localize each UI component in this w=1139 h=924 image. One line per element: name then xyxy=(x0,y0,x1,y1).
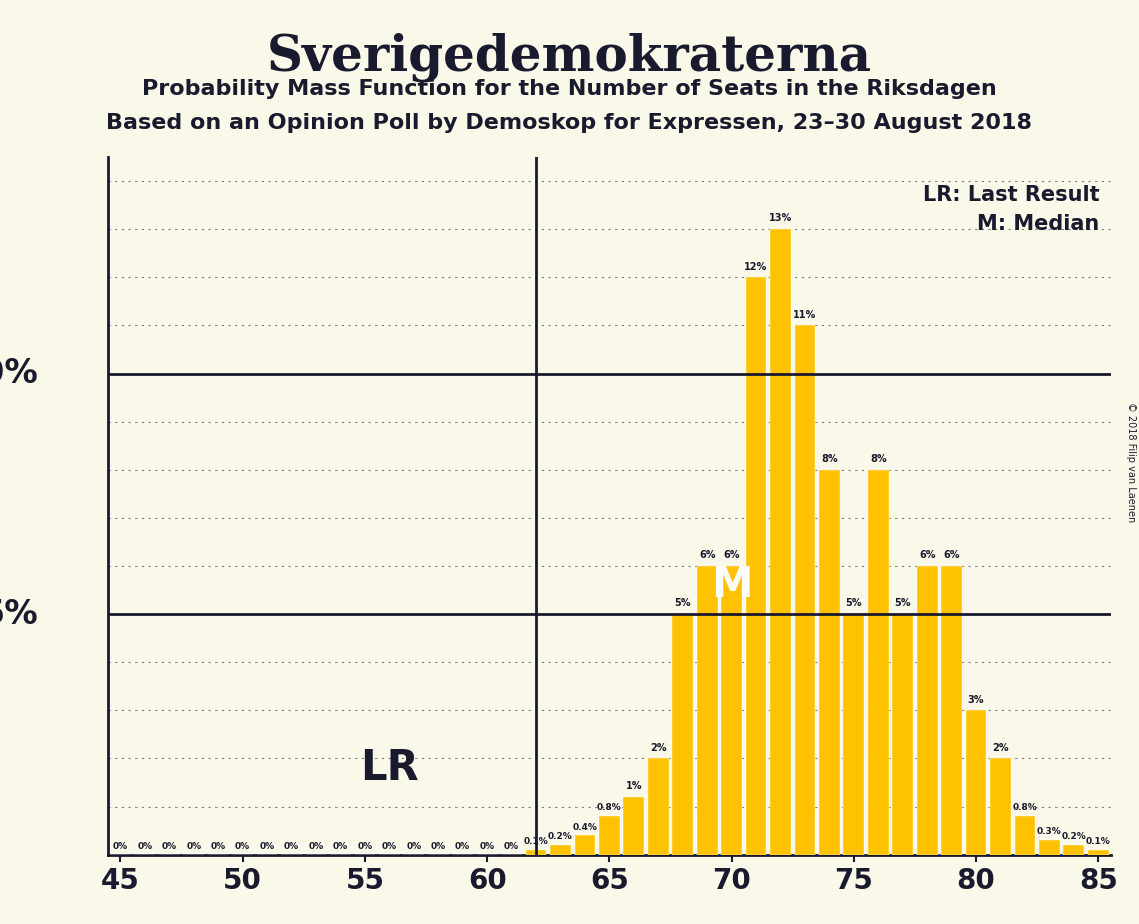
Text: 0%: 0% xyxy=(382,842,396,851)
Text: Based on an Opinion Poll by Demoskop for Expressen, 23–30 August 2018: Based on an Opinion Poll by Demoskop for… xyxy=(107,113,1032,133)
Text: LR: LR xyxy=(360,748,419,789)
Text: M: M xyxy=(711,565,753,606)
Text: 0.8%: 0.8% xyxy=(1013,803,1038,812)
Bar xyxy=(1015,816,1035,855)
Bar xyxy=(941,566,962,855)
Bar xyxy=(623,797,645,855)
Text: Probability Mass Function for the Number of Seats in the Riksdagen: Probability Mass Function for the Number… xyxy=(142,79,997,99)
Bar xyxy=(770,229,790,855)
Bar xyxy=(697,566,718,855)
Bar xyxy=(550,845,571,855)
Text: 0.2%: 0.2% xyxy=(1062,833,1087,841)
Text: 0%: 0% xyxy=(505,842,519,851)
Text: 0.3%: 0.3% xyxy=(1036,827,1062,836)
Text: 12%: 12% xyxy=(745,261,768,272)
Text: 6%: 6% xyxy=(943,551,960,560)
Text: 13%: 13% xyxy=(769,213,792,224)
Text: 10%: 10% xyxy=(0,357,38,390)
Bar xyxy=(672,614,694,855)
Text: 0%: 0% xyxy=(113,842,128,851)
Text: 3%: 3% xyxy=(968,695,984,705)
Text: 0%: 0% xyxy=(407,842,421,851)
Bar xyxy=(1064,845,1084,855)
Text: 0%: 0% xyxy=(162,842,177,851)
Text: 0.2%: 0.2% xyxy=(548,833,573,841)
Text: 0%: 0% xyxy=(333,842,349,851)
Bar xyxy=(917,566,937,855)
Bar xyxy=(892,614,913,855)
Bar xyxy=(574,835,596,855)
Text: 6%: 6% xyxy=(699,551,715,560)
Text: 6%: 6% xyxy=(723,551,740,560)
Text: 0%: 0% xyxy=(358,842,372,851)
Text: 8%: 8% xyxy=(821,454,837,464)
Bar xyxy=(648,759,669,855)
Bar xyxy=(795,325,816,855)
Bar xyxy=(599,816,620,855)
Text: 1%: 1% xyxy=(625,781,642,791)
Text: 2%: 2% xyxy=(650,743,666,753)
Text: 5%: 5% xyxy=(845,599,862,608)
Text: 0%: 0% xyxy=(186,842,202,851)
Text: 0%: 0% xyxy=(480,842,494,851)
Bar xyxy=(844,614,865,855)
Text: 0%: 0% xyxy=(431,842,445,851)
Text: 0.1%: 0.1% xyxy=(524,837,548,846)
Bar xyxy=(1088,850,1108,855)
Text: 2%: 2% xyxy=(992,743,1009,753)
Text: 0%: 0% xyxy=(138,842,153,851)
Text: 5%: 5% xyxy=(674,599,691,608)
Text: M: Median: M: Median xyxy=(977,214,1099,235)
Bar xyxy=(990,759,1011,855)
Text: 5%: 5% xyxy=(0,598,38,631)
Text: 0%: 0% xyxy=(211,842,226,851)
Text: 0.1%: 0.1% xyxy=(1085,837,1111,846)
Bar xyxy=(819,469,839,855)
Text: Sverigedemokraterna: Sverigedemokraterna xyxy=(267,32,872,82)
Text: © 2018 Filip van Laenen: © 2018 Filip van Laenen xyxy=(1126,402,1136,522)
Text: 0.4%: 0.4% xyxy=(573,822,597,832)
Text: 0.8%: 0.8% xyxy=(597,803,622,812)
Text: 0%: 0% xyxy=(309,842,323,851)
Text: 0%: 0% xyxy=(284,842,300,851)
Bar xyxy=(746,277,767,855)
Bar xyxy=(966,711,986,855)
Bar xyxy=(525,850,547,855)
Text: 0%: 0% xyxy=(456,842,470,851)
Text: 0%: 0% xyxy=(235,842,251,851)
Text: 11%: 11% xyxy=(794,310,817,320)
Bar xyxy=(868,469,888,855)
Text: 6%: 6% xyxy=(919,551,935,560)
Text: 0%: 0% xyxy=(260,842,274,851)
Text: 8%: 8% xyxy=(870,454,886,464)
Bar xyxy=(721,566,741,855)
Text: LR: Last Result: LR: Last Result xyxy=(923,185,1099,205)
Bar xyxy=(1039,840,1059,855)
Text: 5%: 5% xyxy=(894,599,911,608)
